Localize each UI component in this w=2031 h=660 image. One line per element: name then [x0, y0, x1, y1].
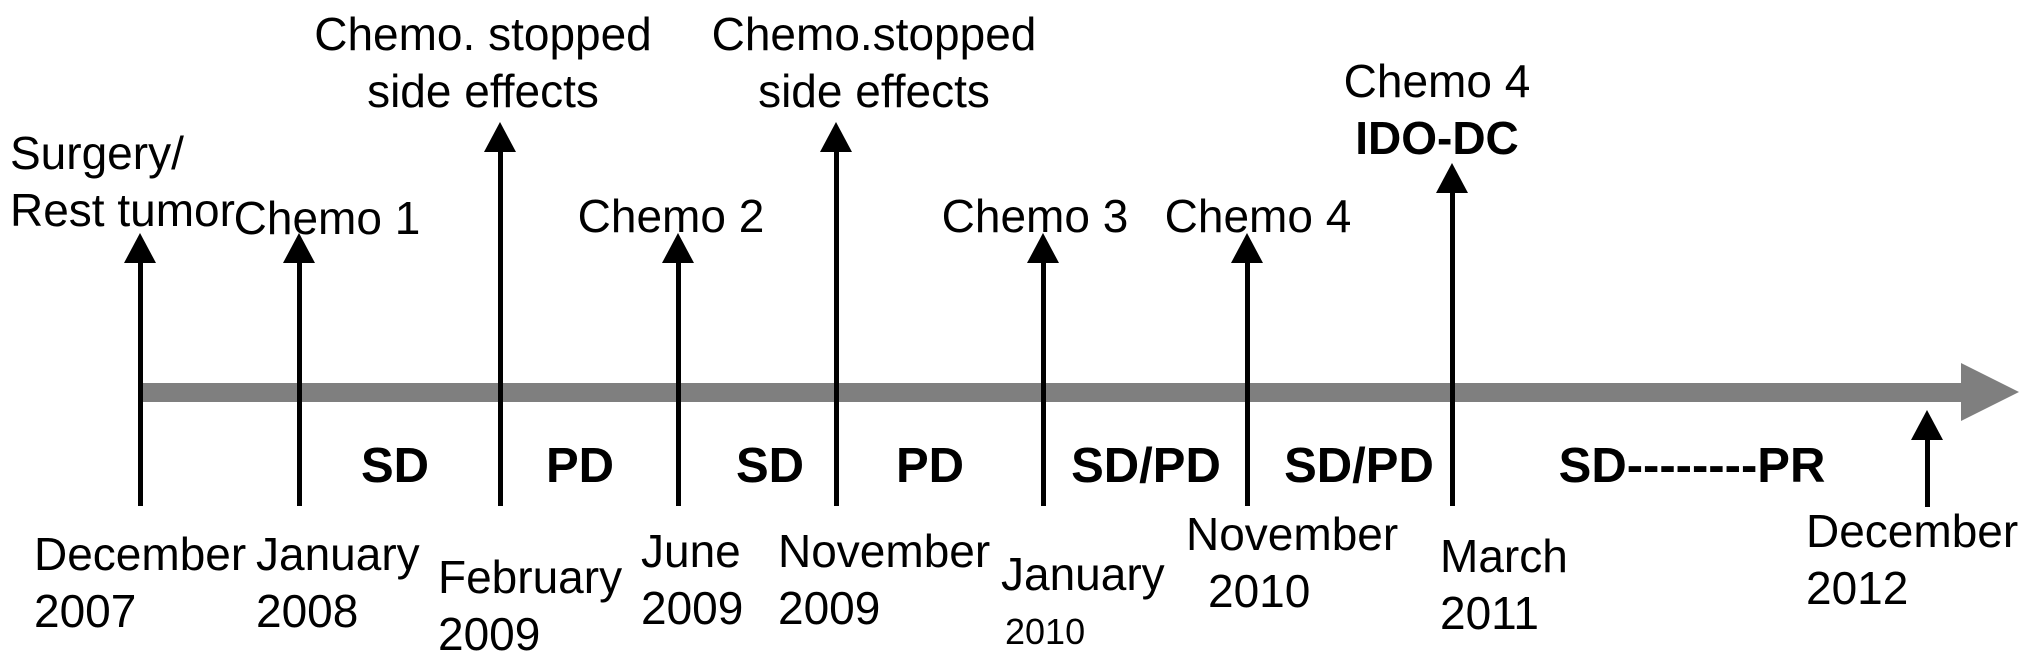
event-label-chemo-3: Chemo 3: [942, 188, 1129, 245]
date-year: 2007: [34, 585, 137, 637]
event-arrow-chemo-stopped-2: [834, 144, 839, 506]
event-label-chemo-1: Chemo 1: [234, 190, 421, 247]
event-date-november-2009: November 2009: [778, 523, 990, 637]
date-month: June: [641, 525, 741, 577]
status-label-pd-2: PD: [895, 439, 965, 493]
event-label-line: Chemo 1: [233, 192, 421, 244]
event-label-line: Chemo 4: [1343, 55, 1531, 107]
status-label-sd-1: SD: [360, 439, 430, 493]
event-arrow-surgery: [138, 255, 143, 506]
date-month: March: [1440, 530, 1568, 582]
date-year: 2012: [1806, 562, 1909, 614]
event-label-line: Chemo 2: [577, 190, 765, 242]
date-month: December: [1806, 505, 2019, 557]
event-label-chemo-2: Chemo 2: [578, 188, 765, 245]
date-month: December: [34, 528, 247, 580]
timeline-bar: [140, 383, 1961, 402]
event-arrow-december-2012: [1925, 432, 1930, 507]
event-label-line: Surgery/: [10, 127, 184, 179]
event-label-line: side effects: [367, 65, 599, 117]
date-month: November: [778, 525, 991, 577]
event-date-march-2011: March 2011: [1440, 528, 1568, 642]
date-year: 2010: [1208, 565, 1311, 617]
date-month: January: [1001, 548, 1165, 600]
event-arrow-chemo-1: [297, 255, 302, 506]
date-year: 2011: [1440, 587, 1539, 639]
status-label-sd-2: SD: [735, 439, 805, 493]
status-label-sd-to-pr: SD--------PR: [1558, 439, 1826, 493]
event-label-chemo-4-ido-dc: Chemo 4 IDO-DC: [1344, 53, 1531, 167]
event-label-line: Chemo.stopped: [711, 8, 1037, 60]
date-month: November: [1186, 508, 1399, 560]
date-year: 2009: [778, 582, 881, 634]
event-date-december-2007: December 2007: [34, 526, 246, 640]
event-date-june-2009: June 2009: [641, 523, 743, 637]
event-label-line: Chemo. stopped: [314, 8, 652, 60]
event-label-line: Chemo 3: [941, 190, 1129, 242]
event-label-chemo-stopped-2: Chemo.stopped side effects: [712, 6, 1037, 120]
event-label-line: IDO-DC: [1355, 112, 1519, 164]
date-year: 2010: [1005, 611, 1086, 652]
event-arrow-chemo-4: [1245, 255, 1250, 506]
event-label-line: Rest tumor: [10, 184, 235, 236]
event-label-surgery: Surgery/ Rest tumor: [10, 125, 235, 239]
date-year: 2009: [438, 608, 541, 660]
date-year: 2008: [256, 585, 359, 637]
event-date-december-2012: December 2012: [1806, 503, 2018, 617]
status-label-sd-pd-1: SD/PD: [1071, 439, 1221, 493]
event-arrow-chemo-4-ido-dc: [1450, 185, 1455, 506]
date-month: January: [256, 528, 420, 580]
event-date-february-2009: February 2009: [438, 549, 622, 660]
event-label-line: Chemo 4: [1164, 190, 1352, 242]
event-label-line: side effects: [758, 65, 990, 117]
date-month: February: [438, 551, 623, 603]
timeline-arrowhead-right-icon: [1961, 363, 2019, 421]
event-date-november-2010: November 2010: [1186, 506, 1398, 620]
event-arrow-chemo-stopped-1: [498, 144, 503, 506]
event-date-january-2008: January 2008: [256, 526, 420, 640]
event-label-chemo-stopped-1: Chemo. stopped side effects: [314, 6, 652, 120]
event-label-chemo-4: Chemo 4: [1165, 188, 1352, 245]
event-arrow-chemo-3: [1041, 255, 1046, 506]
status-label-pd-1: PD: [545, 439, 615, 493]
event-date-january-2010: January 2010: [1001, 546, 1165, 660]
date-year: 2009: [641, 582, 744, 634]
event-arrow-chemo-2: [676, 255, 681, 506]
status-label-sd-pd-2: SD/PD: [1284, 439, 1434, 493]
